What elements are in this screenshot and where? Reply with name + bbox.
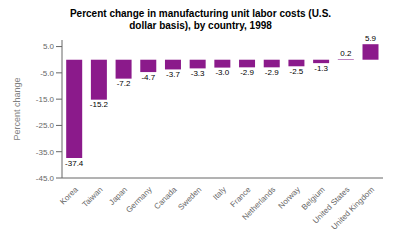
svg-text:-37.4: -37.4 xyxy=(65,159,84,168)
svg-text:-7.2: -7.2 xyxy=(117,79,131,88)
svg-text:Germany: Germany xyxy=(124,185,154,215)
svg-text:Japan: Japan xyxy=(107,185,129,207)
svg-text:Taiwan: Taiwan xyxy=(80,185,104,209)
svg-text:-1.3: -1.3 xyxy=(314,64,328,73)
svg-text:-35.0: -35.0 xyxy=(36,148,55,157)
svg-text:Korea: Korea xyxy=(58,185,80,207)
svg-text:-2.5: -2.5 xyxy=(290,67,304,76)
svg-text:Percent change: Percent change xyxy=(12,77,22,140)
svg-text:0.2: 0.2 xyxy=(340,49,352,58)
svg-text:-3.7: -3.7 xyxy=(166,70,180,79)
svg-text:-15.2: -15.2 xyxy=(90,100,109,109)
svg-text:-3.0: -3.0 xyxy=(215,68,229,77)
svg-text:-4.7: -4.7 xyxy=(141,73,155,82)
svg-text:-3.3: -3.3 xyxy=(191,69,205,78)
svg-text:5.0: 5.0 xyxy=(43,42,55,51)
svg-text:United States: United States xyxy=(311,185,352,226)
svg-text:United Kingdom: United Kingdom xyxy=(329,185,376,230)
svg-text:-2.9: -2.9 xyxy=(265,68,279,77)
svg-text:-2.9: -2.9 xyxy=(240,68,254,77)
svg-text:-45.0: -45.0 xyxy=(36,174,55,183)
svg-text:Netherlands: Netherlands xyxy=(240,185,277,222)
svg-text:Belgium: Belgium xyxy=(299,185,327,212)
svg-text:Sweden: Sweden xyxy=(176,185,203,212)
svg-text:-5.0: -5.0 xyxy=(40,69,54,78)
svg-text:5.9: 5.9 xyxy=(365,34,377,43)
svg-text:-15.0: -15.0 xyxy=(36,95,55,104)
svg-text:Italy: Italy xyxy=(211,185,228,202)
svg-text:Canada: Canada xyxy=(152,185,179,212)
svg-text:Norway: Norway xyxy=(276,185,302,211)
html-text:Percent change in manufacturin: Percent change in manufacturing unit lab… xyxy=(69,8,332,31)
svg-text:-25.0: -25.0 xyxy=(36,121,55,130)
svg-text:France: France xyxy=(228,185,253,209)
